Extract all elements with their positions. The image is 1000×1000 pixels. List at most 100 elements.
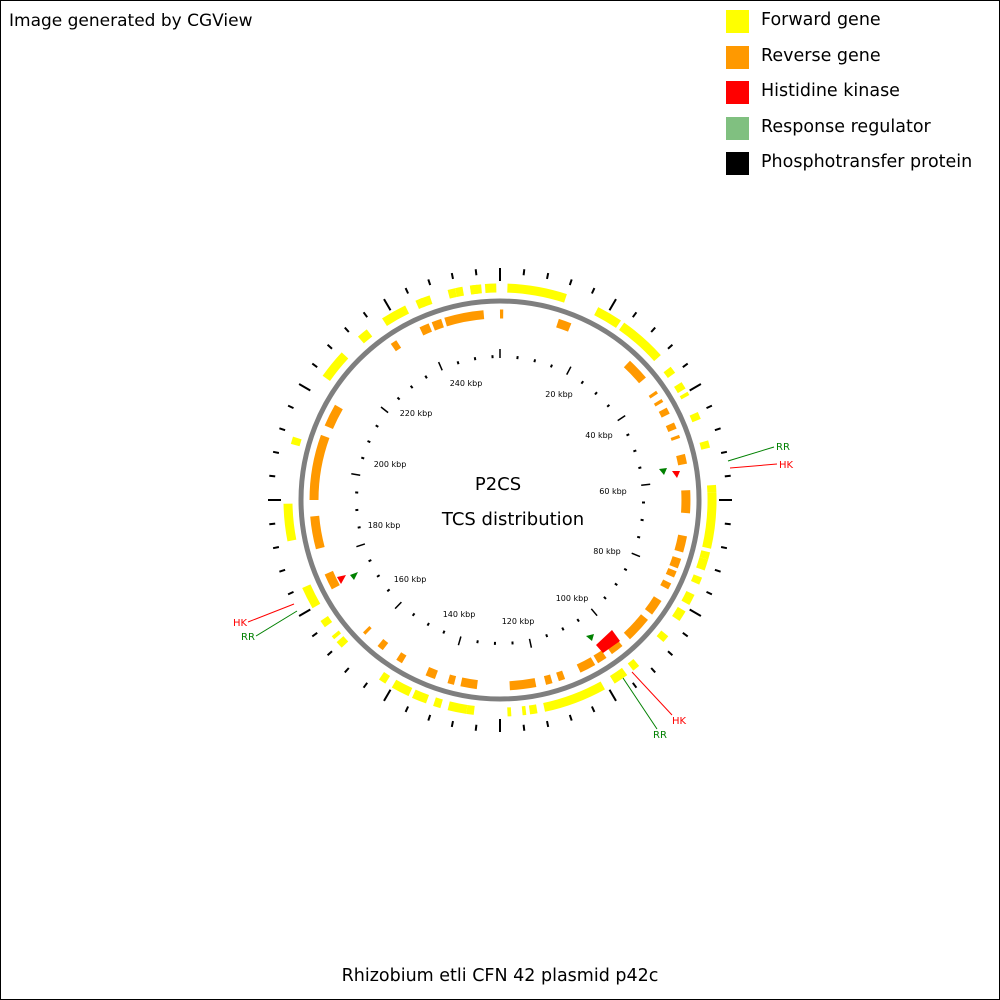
outer-tick <box>714 427 721 432</box>
callout-label: HK <box>233 618 248 629</box>
forward-gene <box>382 305 410 327</box>
reverse-gene <box>648 390 658 399</box>
callout-label: RR <box>776 442 790 453</box>
histidine-kinase-marker <box>672 471 680 478</box>
scale-tick <box>368 559 372 563</box>
response-regulator-marker <box>350 572 358 580</box>
scale-tick <box>426 622 430 627</box>
credit-text: Image generated by CGView <box>9 11 253 31</box>
scale-tick <box>626 433 630 437</box>
histidine-kinase-marker <box>337 575 346 584</box>
scale-tick <box>442 630 446 634</box>
scale-label: 80 kbp <box>593 547 621 556</box>
reverse-gene <box>676 453 688 466</box>
outer-tick <box>474 269 478 276</box>
outer-tick <box>590 706 596 713</box>
callout-label: HK <box>779 460 794 471</box>
forward-gene <box>283 503 297 542</box>
outer-tick <box>404 287 410 294</box>
forward-gene <box>594 307 622 328</box>
forward-gene <box>679 391 690 400</box>
scale-tick <box>631 552 641 558</box>
callout-label: RR <box>241 632 255 643</box>
forward-gene <box>357 329 373 344</box>
reverse-gene <box>623 360 646 384</box>
forward-gene <box>331 630 342 640</box>
outer-tick <box>706 404 713 410</box>
organism-caption: Rhizobium etli CFN 42 plasmid p42c <box>341 966 659 986</box>
scale-tick <box>641 483 651 486</box>
forward-gene <box>689 411 701 423</box>
legend-label: Response regulator <box>761 116 931 137</box>
map-title: P2CS <box>475 474 521 495</box>
outer-tick <box>344 667 350 674</box>
reverse-gene <box>460 677 478 690</box>
outer-tick <box>326 650 333 656</box>
scale-tick <box>424 375 428 379</box>
outer-tick-ring <box>268 268 732 732</box>
forward-gene <box>618 322 661 362</box>
reverse-gene <box>556 318 572 332</box>
scale-tick <box>437 361 443 371</box>
outer-tick <box>427 714 432 721</box>
outer-tick <box>298 383 311 392</box>
outer-tick <box>344 326 350 333</box>
outer-tick <box>427 279 432 286</box>
scale-label: 120 kbp <box>502 617 535 626</box>
scale-tick <box>411 612 416 617</box>
outer-tick <box>269 522 276 526</box>
scale-label: 200 kbp <box>374 460 407 469</box>
forward-gene <box>336 636 349 648</box>
reverse-gene <box>543 674 553 685</box>
map-subtitle: TCS distribution <box>441 509 584 530</box>
outer-tick <box>272 546 280 550</box>
scale-tick <box>614 582 618 587</box>
callout-line <box>631 671 673 716</box>
forward-gene <box>290 436 302 447</box>
scale-tick <box>566 366 572 375</box>
reverse-gene <box>509 678 537 691</box>
scale-tick <box>375 424 379 428</box>
scale-tick <box>476 640 479 644</box>
response-regulator-marker <box>659 468 667 475</box>
reverse-gene <box>674 534 688 553</box>
callout-label: HK <box>672 716 687 727</box>
outer-tick <box>631 682 638 689</box>
reverse-gene <box>425 667 438 680</box>
outer-tick <box>724 474 731 478</box>
forward-gene <box>378 672 391 684</box>
outer-tick <box>714 568 721 573</box>
scale-label: 160 kbp <box>394 575 427 584</box>
response-regulator-marker <box>586 634 594 641</box>
scale-tick <box>590 608 598 617</box>
reverse-gene <box>593 650 607 664</box>
outer-tick <box>269 474 276 478</box>
outer-tick <box>546 272 550 280</box>
outer-tick <box>279 568 286 573</box>
outer-tick <box>279 427 286 432</box>
forward-gene <box>528 704 538 715</box>
scale-label: 40 kbp <box>585 431 613 440</box>
outer-tick <box>650 326 656 333</box>
reverse-gene <box>444 310 485 327</box>
tcs-features <box>337 468 680 653</box>
outer-tick <box>522 724 526 731</box>
forward-gene <box>663 366 676 379</box>
forward-gene <box>609 667 628 684</box>
outer-tick <box>682 631 689 638</box>
scale-tick-ring <box>351 349 651 648</box>
scale-label: 100 kbp <box>556 594 589 603</box>
scale-tick <box>357 526 361 529</box>
scale-tick <box>549 364 553 368</box>
scale-tick <box>545 633 549 638</box>
scale-tick <box>576 618 580 623</box>
outer-tick <box>383 298 392 311</box>
outer-tick <box>631 311 638 318</box>
scale-label: 240 kbp <box>450 379 483 388</box>
outer-tick <box>287 590 294 596</box>
legend-label: Histidine kinase <box>761 81 900 101</box>
reverse-gene <box>556 670 566 682</box>
forward-gene <box>411 689 430 704</box>
outer-tick <box>311 362 318 369</box>
scale-label: 140 kbp <box>443 610 476 619</box>
